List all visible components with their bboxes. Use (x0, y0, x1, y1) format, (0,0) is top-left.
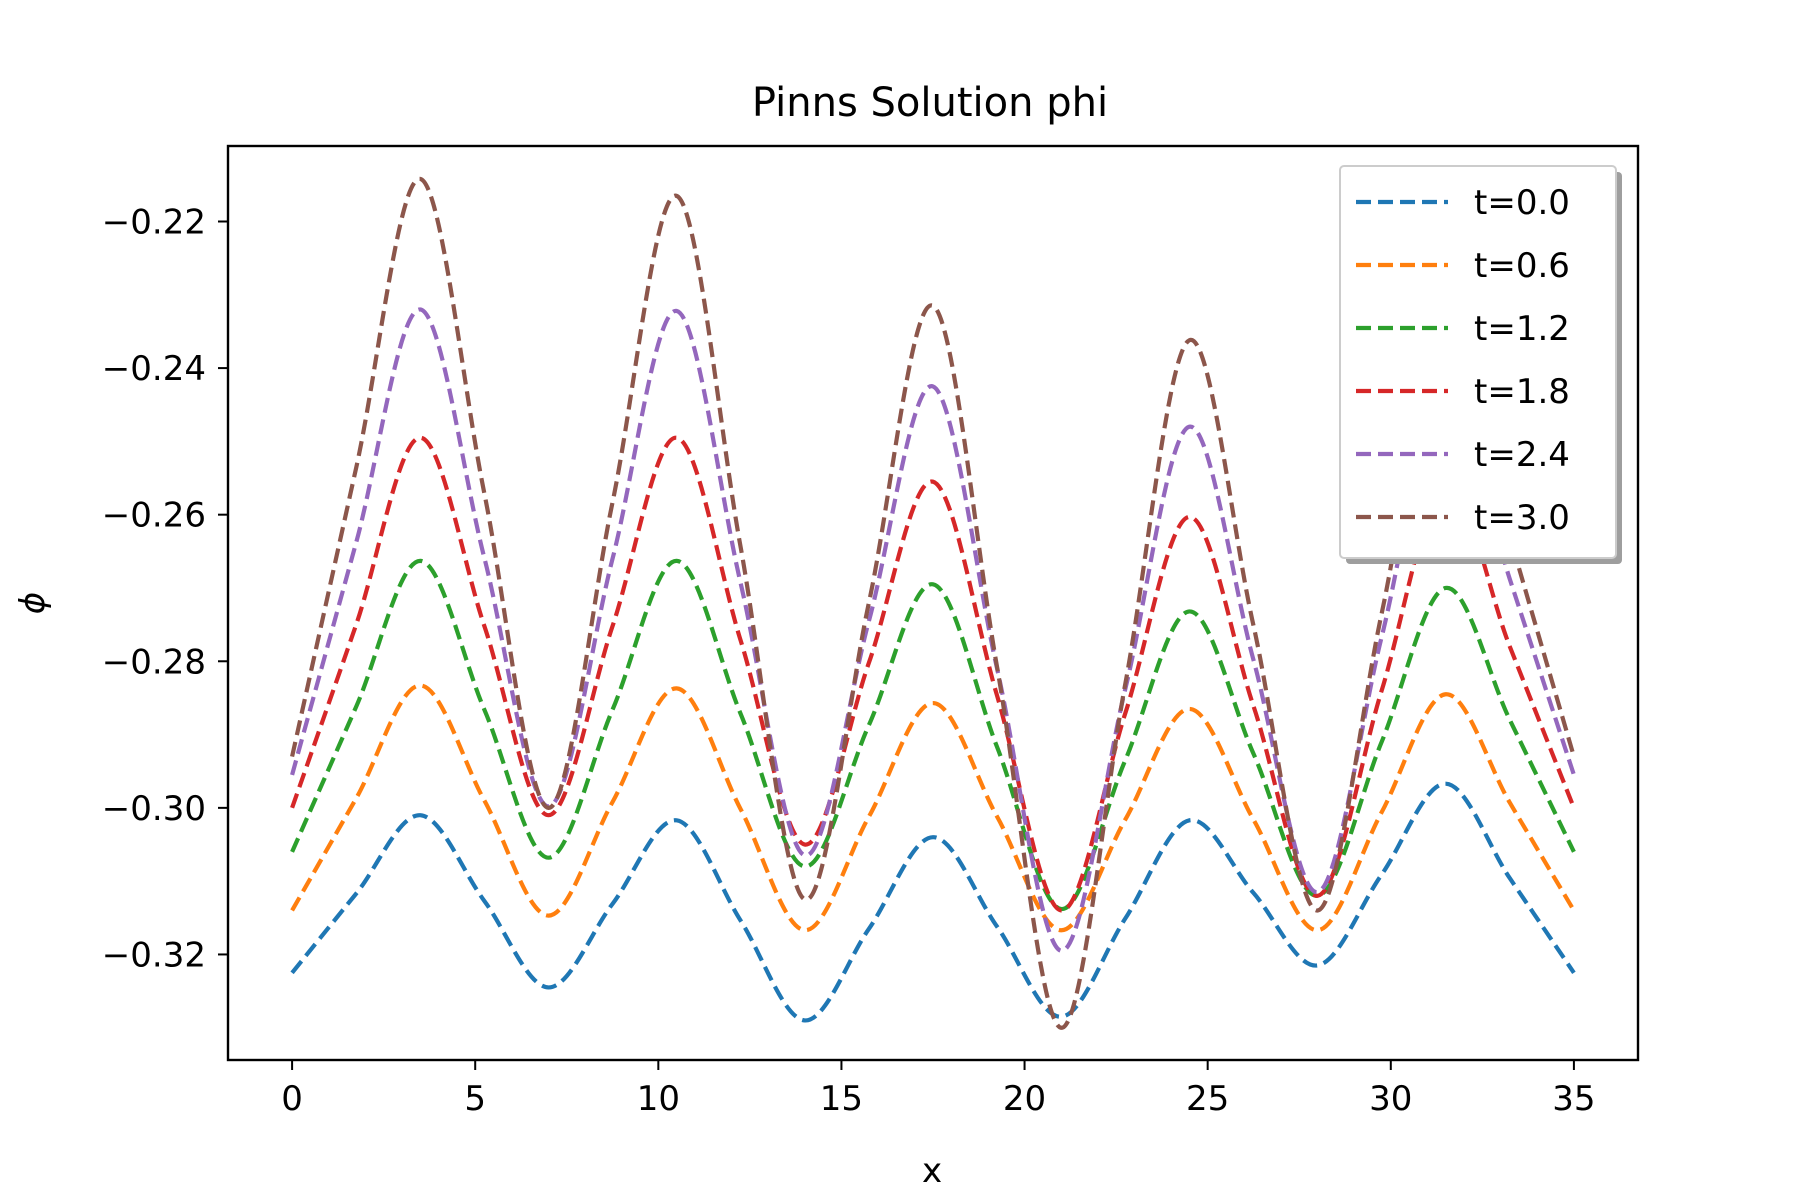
legend: t=0.0 t=0.6 t=1.2 t=1.8 t=2.4 t=3.0 (1339, 165, 1622, 564)
legend-label-3: t=1.8 (1474, 372, 1570, 412)
legend-label-0: t=0.0 (1474, 183, 1570, 223)
x-tick-label: 0 (281, 1079, 303, 1119)
x-tick-label: 25 (1186, 1079, 1229, 1119)
series-line-5 (290, 176, 1576, 1030)
y-axis: −0.32 −0.30 −0.28 −0.26 −0.24 −0.22 (102, 202, 228, 975)
series-line-1 (290, 683, 1576, 933)
plot-frame (226, 144, 1640, 1062)
series-layer (290, 176, 1576, 1030)
series-line-2 (290, 558, 1576, 912)
x-axis: 0 5 10 15 20 25 30 35 (281, 1060, 1596, 1119)
y-tick-label: −0.22 (102, 202, 206, 242)
legend-label-5: t=3.0 (1474, 498, 1570, 538)
x-axis-label: x (922, 1151, 942, 1191)
x-tick-label: 30 (1369, 1079, 1412, 1119)
x-tick-label: 10 (637, 1079, 680, 1119)
x-tick-label: 20 (1003, 1079, 1046, 1119)
legend-label-4: t=2.4 (1474, 435, 1570, 475)
y-tick-label: −0.28 (102, 642, 206, 682)
y-axis-label: ϕ (13, 592, 53, 614)
y-tick-label: −0.24 (102, 349, 206, 389)
chart-title: Pinns Solution phi (752, 80, 1108, 126)
series-line-3 (290, 435, 1576, 913)
legend-label-1: t=0.6 (1474, 246, 1570, 286)
x-tick-label: 5 (464, 1079, 486, 1119)
y-tick-label: −0.32 (102, 935, 206, 975)
series-line-0 (290, 781, 1576, 1023)
y-tick-label: −0.26 (102, 496, 206, 536)
x-tick-label: 15 (820, 1079, 863, 1119)
legend-label-2: t=1.2 (1474, 309, 1570, 349)
y-tick-label: −0.30 (102, 789, 206, 829)
x-tick-label: 35 (1552, 1079, 1595, 1119)
